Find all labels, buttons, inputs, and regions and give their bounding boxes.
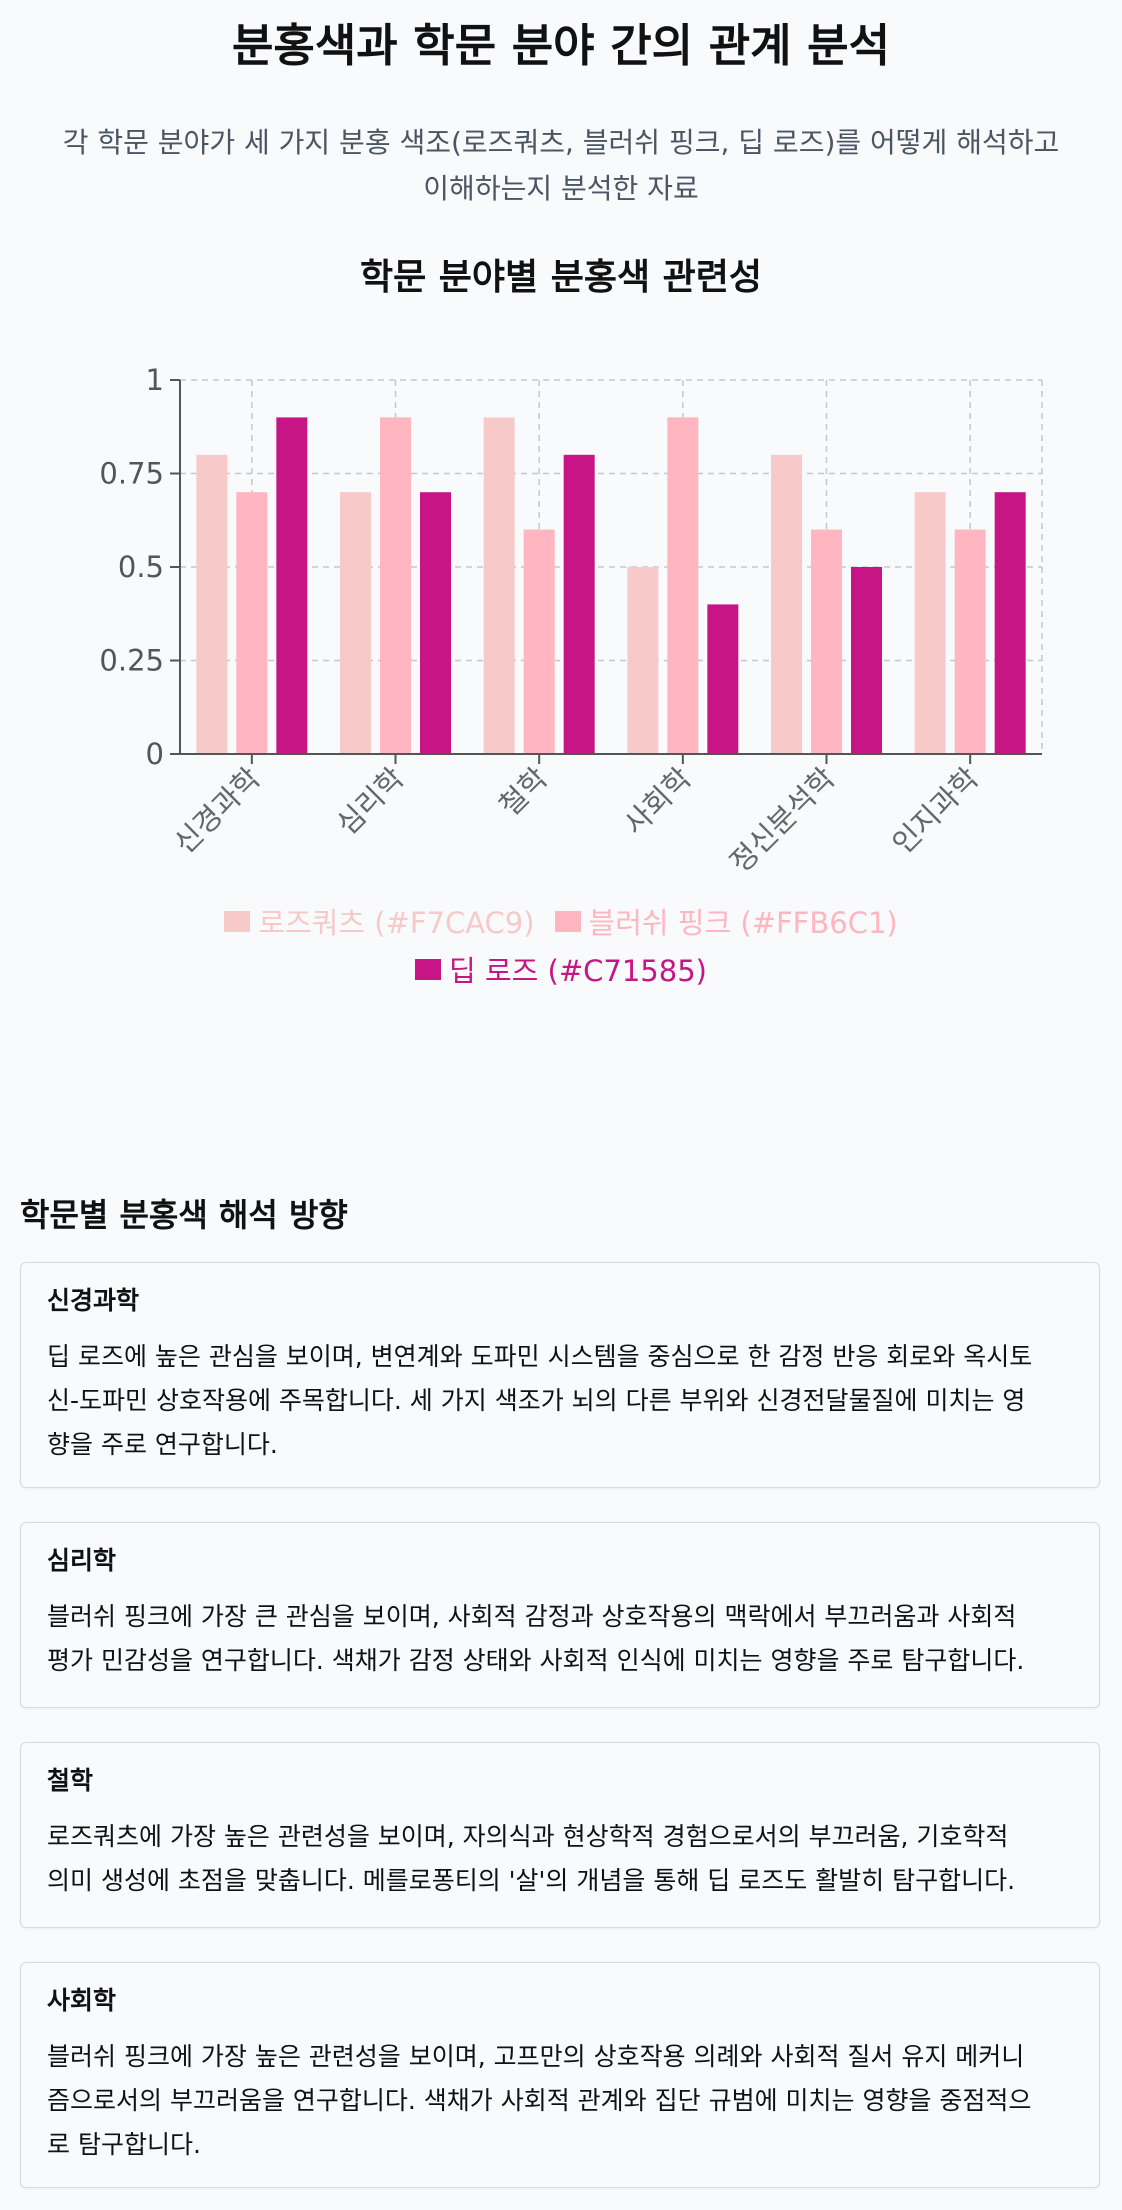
card-psychology: 심리학 블러쉬 핑크에 가장 큰 관심을 보이며, 사회적 감정과 상호작용의 … [20,1522,1100,1708]
legend-swatch [415,958,442,980]
y-tick-label: 0.5 [118,550,164,584]
bar [627,567,659,754]
chart-legend-row-1: 로즈쿼츠 (#F7CAC9) 블러쉬 핑크 (#FFB6C1) [0,900,1122,942]
bar [994,492,1026,754]
x-tick-label: 신경과학 [167,761,267,861]
bar [954,529,986,754]
card-text-line: 의미 생성에 초점을 맞춥니다. 메를로퐁티의 '살'의 개념을 통해 딥 로즈… [47,1866,1016,1895]
bar [914,492,946,754]
legend-item-rose-quartz[interactable]: 로즈쿼츠 (#F7CAC9) [224,900,535,942]
bar [340,492,371,754]
card-title: 사회학 [47,1986,117,2015]
legend-swatch [554,910,581,932]
card-philosophy: 철학 로즈쿼츠에 가장 높은 관련성을 보이며, 자의식과 현상학적 경험으로서… [20,1742,1100,1928]
card-text: 로즈쿼츠에 가장 높은 관련성을 보이며, 자의식과 현상학적 경험으로서의 부… [47,1815,1073,1903]
x-tick-label: 인지과학 [886,761,986,861]
x-tick-label: 철학 [492,761,554,823]
card-text-line: 즘으로서의 부끄러움을 연구합니다. 색채가 사회적 관계와 집단 규범에 미치… [47,2086,1032,2115]
chart-legend-row-2: 딥 로즈 (#C71585) [0,948,1122,990]
bar [771,454,802,754]
chart-title: 학문 분야별 분홍색 관련성 [360,257,762,298]
bar [483,417,515,754]
bar [851,567,882,754]
bar [707,604,739,754]
page-subtitle: 각 학문 분야가 세 가지 분홍 색조(로즈쿼츠, 블러쉬 핑크, 딥 로즈)를… [40,120,1082,212]
legend-label: 블러쉬 핑크 (#FFB6C1) [588,906,898,940]
bar [667,417,699,754]
legend-label: 딥 로즈 (#C71585) [449,954,707,988]
section-title: 학문별 분홍색 해석 방향 [20,1196,348,1234]
subtitle-line: 각 학문 분야가 세 가지 분홍 색조(로즈쿼츠, 블러쉬 핑크, 딥 로즈)를… [62,126,1060,159]
legend-label: 로즈쿼츠 (#F7CAC9) [258,906,535,940]
y-tick-label: 0.25 [99,644,164,678]
bar-chart: 0 0.25 0.5 0.75 1 신경과학 심리학 철학 사회학 정신분석학 인지과학 [99,363,1043,879]
card-text-line: 로 탐구합니다. [47,2130,201,2159]
card-neuroscience: 신경과학 딥 로즈에 높은 관심을 보이며, 변연계와 도파민 시스템을 중심으… [20,1262,1100,1488]
bar [420,492,451,754]
card-title: 철학 [47,1766,94,1795]
bar [380,417,411,754]
bar [236,492,268,754]
bar [563,454,595,754]
card-title: 신경과학 [47,1286,140,1315]
x-tick-label: 사회학 [617,761,698,842]
card-text-line: 블러쉬 핑크에 가장 높은 관련성을 보이며, 고프만의 상호작용 의례와 사회… [47,2042,1025,2071]
y-tick-label: 0.75 [99,457,164,491]
subtitle-line: 이해하는지 분석한 자료 [423,172,699,205]
card-text-line: 신-도파민 상호작용에 주목합니다. 세 가지 색조가 뇌의 다른 부위와 신경… [47,1386,1026,1415]
y-tick-label: 0 [146,737,164,771]
card-title: 심리학 [47,1546,117,1575]
legend-item-blush-pink[interactable]: 블러쉬 핑크 (#FFB6C1) [554,900,898,942]
card-text: 딥 로즈에 높은 관심을 보이며, 변연계와 도파민 시스템을 중심으로 한 감… [47,1335,1073,1467]
legend-swatch [224,910,251,932]
bar [523,529,555,754]
card-text-line: 로즈쿼츠에 가장 높은 관련성을 보이며, 자의식과 현상학적 경험으로서의 부… [47,1822,1009,1851]
card-text-line: 향을 주로 연구합니다. [47,1430,278,1459]
x-tick-label: 정신분석학 [723,761,841,879]
card-text-line: 블러쉬 핑크에 가장 큰 관심을 보이며, 사회적 감정과 상호작용의 맥락에서… [47,1602,1017,1631]
y-tick-label: 1 [146,363,164,397]
card-text-line: 평가 민감성을 연구합니다. 색채가 감정 상태와 사회적 인식에 미치는 영향… [47,1646,1025,1675]
bar [196,454,228,754]
card-sociology: 사회학 블러쉬 핑크에 가장 높은 관련성을 보이며, 고프만의 상호작용 의례… [20,1962,1100,2188]
bar [811,529,842,754]
card-text: 블러쉬 핑크에 가장 큰 관심을 보이며, 사회적 감정과 상호작용의 맥락에서… [47,1595,1073,1683]
page-title: 분홍색과 학문 분야 간의 관계 분석 [232,19,890,72]
card-text-line: 딥 로즈에 높은 관심을 보이며, 변연계와 도파민 시스템을 중심으로 한 감… [47,1342,1033,1371]
card-text: 블러쉬 핑크에 가장 높은 관련성을 보이며, 고프만의 상호작용 의례와 사회… [47,2035,1073,2167]
bar [276,417,308,754]
x-tick-label: 심리학 [330,761,411,842]
legend-item-deep-rose[interactable]: 딥 로즈 (#C71585) [415,948,707,990]
